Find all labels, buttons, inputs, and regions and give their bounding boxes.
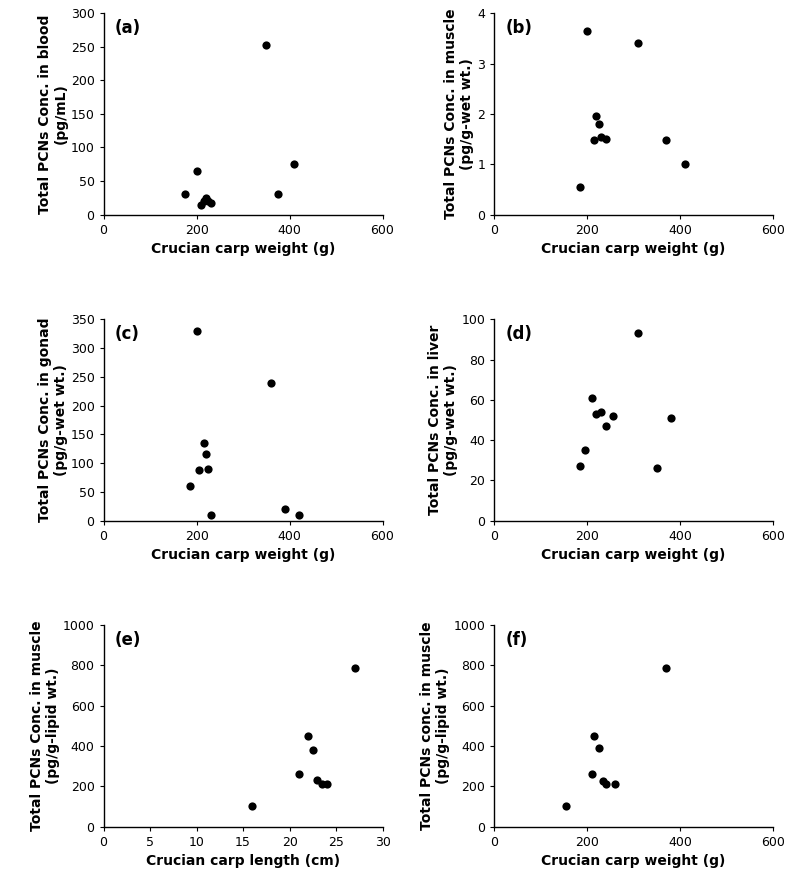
Point	[607, 408, 619, 423]
Point	[678, 157, 691, 171]
Point	[559, 799, 572, 813]
Point	[595, 405, 607, 419]
X-axis label: Crucian carp weight (g): Crucian carp weight (g)	[151, 548, 336, 562]
Y-axis label: Total PCNs Conc. in blood
(pg/mL): Total PCNs Conc. in blood (pg/mL)	[37, 14, 68, 214]
X-axis label: Crucian carp weight (g): Crucian carp weight (g)	[541, 242, 726, 256]
Point	[650, 461, 663, 476]
Point	[202, 194, 214, 209]
Text: (d): (d)	[505, 325, 532, 343]
Point	[190, 324, 203, 338]
Point	[306, 743, 319, 757]
Point	[590, 110, 603, 124]
Point	[204, 507, 217, 522]
Point	[660, 660, 673, 674]
Point	[202, 461, 214, 476]
Point	[272, 187, 285, 202]
Point	[574, 459, 587, 473]
Point	[260, 38, 273, 52]
Point	[632, 36, 645, 50]
Point	[599, 777, 612, 791]
Y-axis label: Total PCNs conc. in muscle
(pg/g-lipid wt.): Total PCNs conc. in muscle (pg/g-lipid w…	[420, 621, 450, 830]
Point	[183, 479, 196, 493]
Point	[592, 117, 605, 131]
Point	[592, 741, 605, 755]
Point	[292, 767, 305, 781]
Point	[279, 502, 292, 516]
Point	[574, 179, 587, 194]
Point	[587, 133, 600, 147]
Point	[579, 443, 591, 457]
Point	[632, 326, 645, 340]
Point	[197, 194, 210, 209]
Point	[288, 157, 300, 171]
Point	[179, 187, 191, 202]
Point	[292, 507, 305, 522]
Point	[590, 407, 603, 421]
X-axis label: Crucian carp weight (g): Crucian carp weight (g)	[151, 242, 336, 256]
Point	[204, 196, 217, 210]
Y-axis label: Total PCNs Conc. in muscle
(pg/g-wet wt.): Total PCNs Conc. in muscle (pg/g-wet wt.…	[444, 9, 474, 219]
Y-axis label: Total PCNs Conc. in gonad
(pg/g-wet wt.): Total PCNs Conc. in gonad (pg/g-wet wt.)	[37, 317, 68, 522]
Text: (e): (e)	[115, 631, 141, 649]
X-axis label: Crucian carp weight (g): Crucian carp weight (g)	[541, 548, 726, 562]
Point	[193, 463, 206, 477]
X-axis label: Crucian carp length (cm): Crucian carp length (cm)	[146, 854, 340, 868]
Y-axis label: Total PCNs Conc. in muscle
(pg/g-lipid wt.): Total PCNs Conc. in muscle (pg/g-lipid w…	[29, 621, 60, 831]
Point	[316, 777, 328, 791]
Point	[597, 774, 610, 789]
Point	[311, 774, 324, 788]
Point	[595, 129, 607, 143]
Text: (c): (c)	[115, 325, 139, 343]
Point	[320, 777, 333, 791]
Point	[348, 660, 361, 674]
Point	[246, 799, 259, 813]
Text: (f): (f)	[505, 631, 528, 649]
Point	[302, 729, 315, 743]
Text: (b): (b)	[505, 19, 532, 37]
Point	[609, 777, 622, 791]
Point	[197, 436, 210, 450]
Text: (a): (a)	[115, 19, 141, 37]
Point	[585, 767, 598, 781]
Point	[190, 164, 203, 178]
Point	[199, 447, 212, 461]
Point	[665, 411, 677, 425]
Point	[194, 197, 207, 211]
X-axis label: Crucian carp weight (g): Crucian carp weight (g)	[541, 854, 726, 868]
Point	[585, 391, 598, 405]
Point	[660, 133, 673, 147]
Y-axis label: Total PCNs Conc. in liver
(pg/g-wet wt.): Total PCNs Conc. in liver (pg/g-wet wt.)	[428, 324, 458, 515]
Point	[599, 419, 612, 433]
Point	[599, 132, 612, 146]
Point	[199, 191, 212, 205]
Point	[581, 24, 594, 38]
Point	[587, 729, 600, 743]
Point	[265, 376, 277, 390]
